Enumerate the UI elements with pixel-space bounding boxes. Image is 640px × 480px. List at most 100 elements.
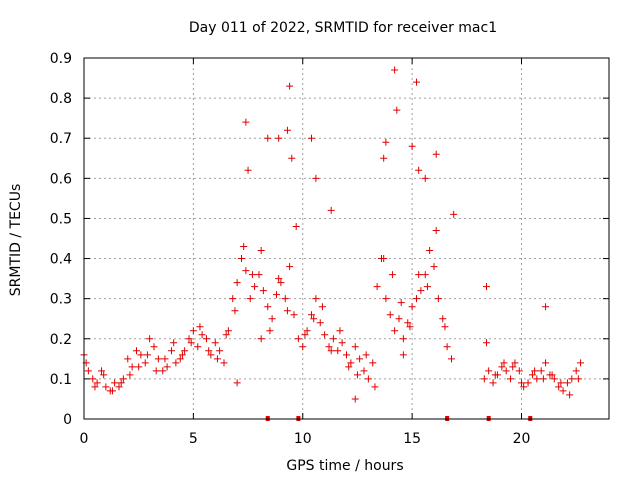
- data-point: [286, 263, 294, 271]
- data-point: [312, 174, 320, 182]
- data-point: [316, 319, 324, 327]
- data-point: [347, 359, 355, 367]
- data-point: [257, 247, 265, 255]
- data-point: [152, 367, 160, 375]
- data-point: [382, 138, 390, 146]
- data-point: [255, 271, 263, 279]
- x-tick-label: 20: [513, 431, 531, 447]
- data-point: [308, 134, 315, 142]
- data-point: [386, 311, 394, 319]
- data-point: [533, 375, 541, 383]
- data-point: [421, 271, 429, 279]
- data-point: [353, 371, 361, 379]
- data-point: [321, 331, 329, 339]
- data-point: [266, 327, 274, 335]
- data-point: [220, 359, 228, 367]
- data-point: [351, 395, 359, 403]
- y-tick-label: 0.5: [50, 211, 72, 227]
- data-point: [240, 243, 248, 251]
- data-point: [572, 367, 580, 375]
- data-point: [577, 359, 585, 367]
- data-point: [563, 379, 571, 387]
- data-point: [312, 295, 320, 303]
- data-point: [498, 363, 506, 371]
- data-point: [528, 371, 536, 379]
- data-point: [557, 379, 565, 387]
- data-point: [417, 287, 425, 295]
- data-point: [286, 82, 294, 90]
- data-point: [395, 315, 403, 323]
- x-axis-title: GPS time / hours: [286, 458, 403, 474]
- data-point: [259, 287, 267, 295]
- data-point: [176, 355, 184, 363]
- data-point: [172, 359, 180, 367]
- data-point: [213, 355, 221, 363]
- data-point: [288, 154, 296, 162]
- data-point: [391, 327, 399, 335]
- data-point: [443, 343, 451, 351]
- data-point: [542, 359, 550, 367]
- data-point: [542, 303, 550, 311]
- data-point: [273, 291, 280, 299]
- data-point: [111, 379, 119, 387]
- data-point: [283, 126, 291, 134]
- data-point: [141, 359, 149, 367]
- data-point: [161, 355, 169, 363]
- data-point: [489, 379, 497, 387]
- data-point: [290, 311, 298, 319]
- data-point: [397, 299, 405, 307]
- x-tick-label: 10: [294, 431, 312, 447]
- data-point: [480, 375, 488, 383]
- data-point: [415, 271, 423, 279]
- data-point: [351, 343, 359, 351]
- y-tick-label: 0.2: [50, 332, 72, 348]
- data-point: [128, 363, 136, 371]
- data-point: [246, 295, 254, 303]
- data-point: [189, 327, 197, 335]
- data-point: [281, 295, 289, 303]
- data-point: [115, 383, 123, 391]
- data-point: [229, 295, 237, 303]
- data-point: [413, 295, 420, 303]
- data-point: [224, 327, 232, 335]
- data-point: [362, 351, 370, 359]
- y-tick-label: 0.7: [50, 131, 72, 147]
- data-point: [507, 375, 515, 383]
- data-point: [196, 323, 204, 331]
- data-point: [203, 335, 210, 343]
- data-point: [233, 379, 241, 387]
- data-point: [539, 375, 547, 383]
- data-point: [380, 255, 388, 263]
- data-points: [80, 66, 585, 403]
- data-point: [89, 375, 97, 383]
- data-point: [268, 315, 276, 323]
- data-point: [154, 355, 162, 363]
- data-point: [211, 339, 219, 347]
- data-point: [502, 367, 510, 375]
- data-point: [548, 371, 556, 379]
- data-point: [520, 383, 528, 391]
- y-tick-labels: 0 0.1 0.2 0.3 0.4 0.5 0.6 0.7 0.8 0.9: [50, 51, 72, 428]
- data-point: [117, 379, 125, 387]
- data-point: [568, 375, 576, 383]
- data-point: [450, 210, 458, 218]
- data-point: [327, 347, 335, 355]
- data-point: [98, 367, 105, 375]
- data-point: [399, 351, 407, 359]
- y-axis-title: SRMTID / TECUs: [8, 184, 24, 297]
- y-tick-label: 0: [63, 412, 72, 428]
- data-point: [531, 367, 539, 375]
- data-point: [485, 367, 493, 375]
- axis-ticks: [83, 57, 609, 420]
- data-point: [231, 307, 239, 315]
- data-point: [248, 271, 256, 279]
- data-point: [102, 383, 110, 391]
- y-tick-label: 0.1: [50, 372, 72, 388]
- data-point: [393, 106, 401, 114]
- data-point: [308, 311, 315, 319]
- data-point: [550, 375, 558, 383]
- data-point: [423, 283, 431, 291]
- data-point: [275, 134, 283, 142]
- data-point: [133, 347, 140, 355]
- data-point: [146, 335, 154, 343]
